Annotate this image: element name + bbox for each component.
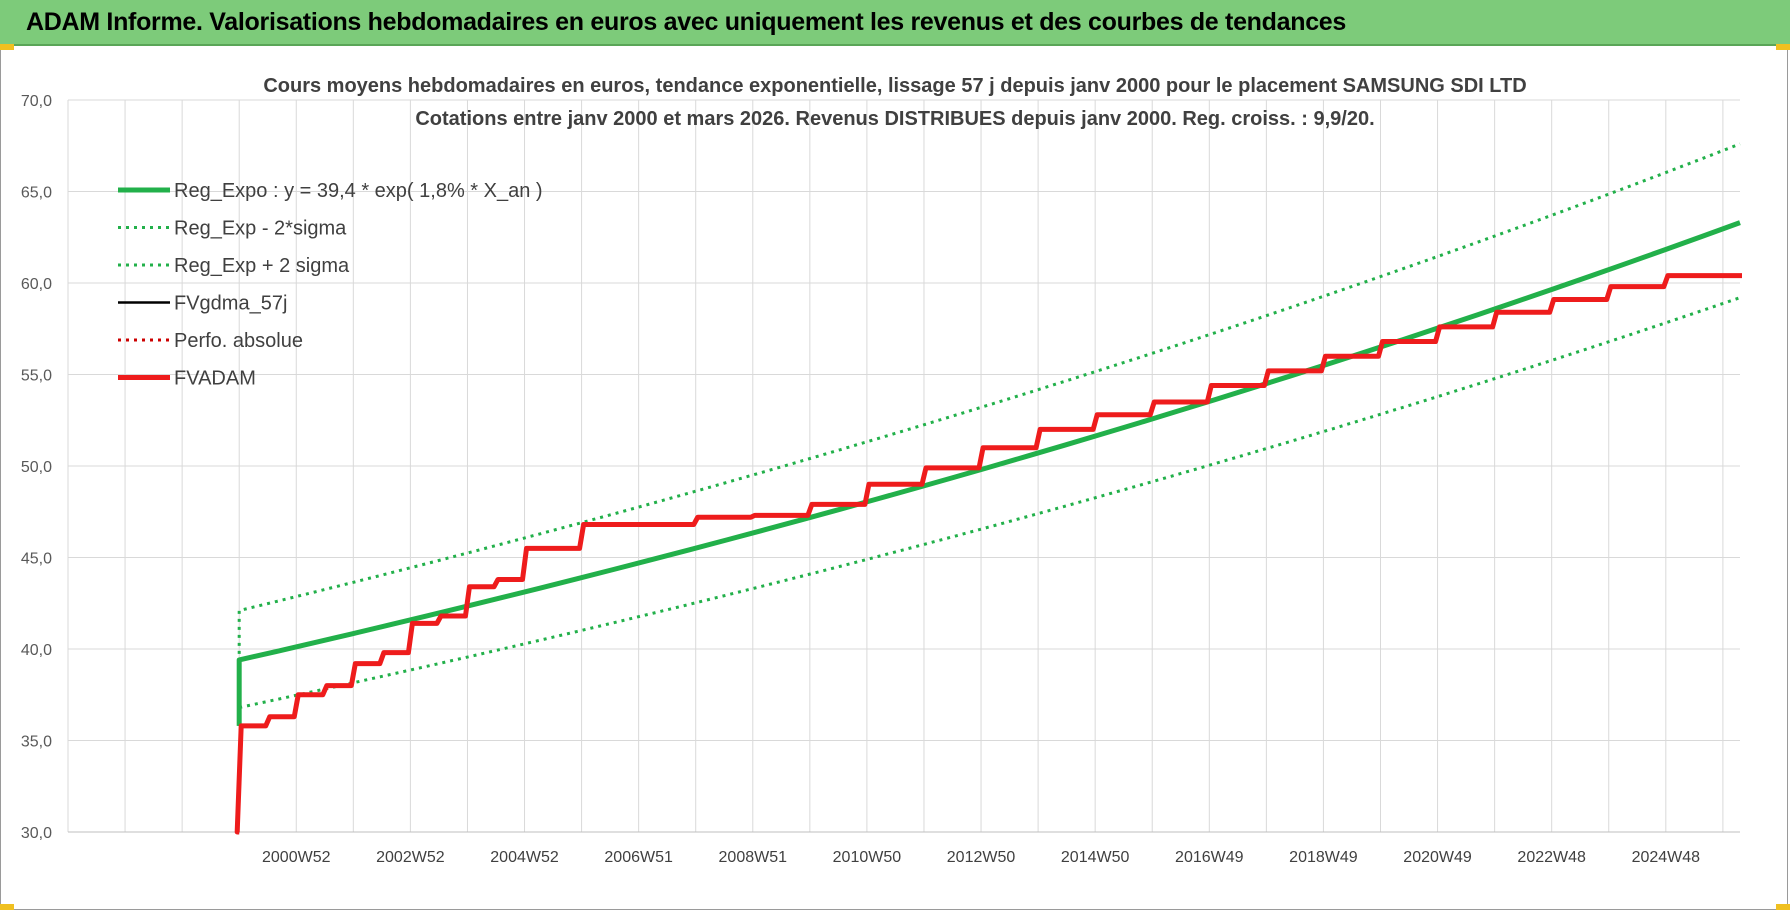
x-tick-label: 2016W49: [1175, 849, 1244, 866]
series-line-2: [238, 296, 1741, 710]
series-line-1: [236, 220, 1741, 726]
x-tick-label: 2014W50: [1061, 849, 1130, 866]
x-tick-label: 2008W51: [719, 849, 788, 866]
y-tick-label: 40,0: [21, 642, 52, 659]
banner-title: ADAM Informe. Valorisations hebdomadaire…: [26, 8, 1347, 36]
legend-label: FVgdma_57j: [174, 293, 287, 315]
y-axis-ticks: 30,0 35,0 40,0 45,0 50,0 55,0 60,0 65,0 70,0: [21, 93, 52, 842]
corner-mark-bottom-right: [1776, 904, 1790, 910]
series-line-3: [237, 142, 1741, 726]
legend: Reg_Expo : y = 39,4 * exp( 1,8% * X_an )…: [118, 180, 543, 390]
chart-title: Cours moyens hebdomadaires en euros, ten…: [263, 75, 1526, 97]
x-tick-label: 2020W49: [1403, 849, 1472, 866]
y-tick-label: 55,0: [21, 368, 52, 385]
y-tick-label: 35,0: [21, 734, 52, 751]
series-line-6: [234, 273, 1742, 835]
x-tick-label: 2000W52: [262, 849, 331, 866]
legend-label: Reg_Exp + 2 sigma: [174, 255, 350, 277]
chart-area: Cours moyens hebdomadaires en euros, ten…: [0, 50, 1790, 910]
x-tick-label: 2022W48: [1517, 849, 1586, 866]
x-tick-label: 2002W52: [376, 849, 445, 866]
x-tick-label: 2024W48: [1632, 849, 1701, 866]
x-tick-label: 2004W52: [490, 849, 559, 866]
chart-subtitle: Cotations entre janv 2000 et mars 2026. …: [415, 108, 1374, 130]
corner-mark-left: [0, 44, 14, 50]
grid: [67, 99, 1740, 833]
y-tick-label: 30,0: [21, 825, 52, 842]
legend-label: Reg_Exp - 2*sigma: [174, 218, 347, 240]
corner-mark-right: [1776, 44, 1790, 50]
y-tick-label: 65,0: [21, 185, 52, 202]
y-tick-label: 45,0: [21, 551, 52, 568]
x-tick-label: 2012W50: [947, 849, 1016, 866]
y-tick-label: 60,0: [21, 276, 52, 293]
series: [234, 142, 1742, 835]
x-axis-ticks: 2000W52 2002W52 2004W52 2006W51 2008W51 2010W…: [262, 849, 1700, 866]
legend-label: Perfo. absolue: [174, 330, 303, 352]
x-tick-label: 2010W50: [833, 849, 902, 866]
corner-mark-bottom-left: [0, 904, 14, 910]
banner: ADAM Informe. Valorisations hebdomadaire…: [0, 0, 1790, 46]
chart-svg: Cours moyens hebdomadaires en euros, ten…: [21, 75, 1742, 866]
legend-label: Reg_Expo : y = 39,4 * exp( 1,8% * X_an ): [174, 180, 543, 202]
y-tick-label: 50,0: [21, 459, 52, 476]
x-tick-label: 2018W49: [1289, 849, 1358, 866]
x-tick-label: 2006W51: [604, 849, 673, 866]
legend-label: FVADAM: [174, 368, 256, 390]
y-tick-label: 70,0: [21, 93, 52, 110]
